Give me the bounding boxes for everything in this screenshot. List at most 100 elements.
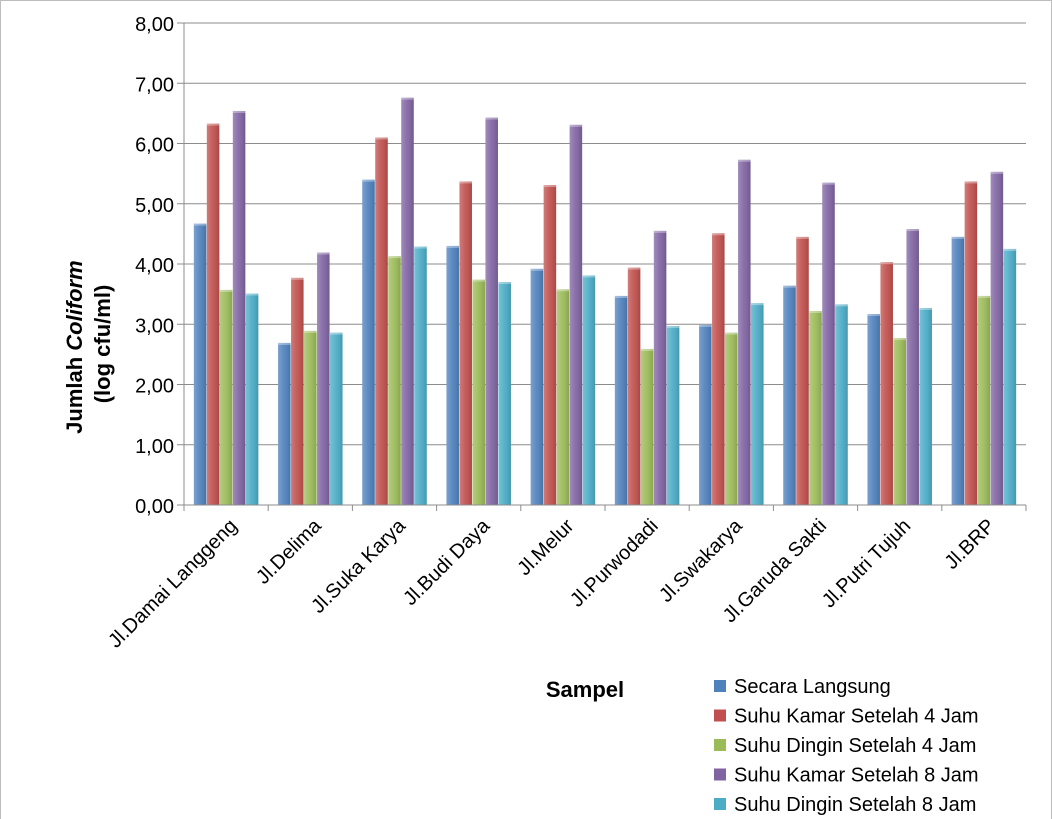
- bar-top-highlight: [194, 224, 207, 226]
- bar-top-highlight: [401, 98, 414, 100]
- bar-top-highlight: [317, 253, 330, 255]
- y-tick-label: 7,00: [135, 74, 174, 96]
- bar-top-highlight: [809, 311, 822, 313]
- bar-shading: [498, 282, 511, 505]
- bar-shading: [738, 160, 751, 505]
- bar-shading: [446, 246, 459, 505]
- bar-top-highlight: [906, 229, 919, 231]
- bar-top-highlight: [446, 246, 459, 248]
- bar-shading: [375, 137, 388, 505]
- bar-top-highlight: [498, 282, 511, 284]
- legend-swatch: [714, 680, 726, 692]
- bar-top-highlight: [459, 181, 472, 183]
- bar-top-highlight: [291, 278, 304, 280]
- bar-top-highlight: [233, 111, 246, 113]
- x-tick-label: Jl.Melur: [513, 515, 578, 580]
- bar-top-highlight: [375, 137, 388, 139]
- legend-swatch: [714, 798, 726, 810]
- y-tick-label: 8,00: [135, 14, 174, 36]
- bar-shading: [641, 349, 654, 505]
- bar-top-highlight: [654, 231, 667, 233]
- bar-top-highlight: [667, 326, 680, 328]
- legend-label: Secara Langsung: [734, 676, 891, 698]
- bar-shading: [207, 124, 220, 505]
- bar-shading: [615, 296, 628, 505]
- bar-shading: [991, 172, 1004, 505]
- bar-top-highlight: [304, 331, 317, 333]
- bar-shading: [388, 256, 401, 505]
- bar-top-highlight: [557, 289, 570, 291]
- bar-shading: [1004, 249, 1017, 505]
- bar-shading: [570, 125, 583, 505]
- bar-top-highlight: [544, 185, 557, 187]
- bar-top-highlight: [641, 349, 654, 351]
- bar-shading: [654, 231, 667, 505]
- bar-top-highlight: [867, 314, 880, 316]
- bar-shading: [330, 333, 343, 505]
- bar-top-highlight: [628, 268, 641, 270]
- bar-shading: [278, 343, 291, 505]
- legend-label: Suhu Kamar Setelah 4 Jam: [734, 706, 979, 728]
- legend-swatch: [714, 710, 726, 722]
- bar-top-highlight: [893, 338, 906, 340]
- bar-shading: [796, 237, 809, 505]
- bar-shading: [751, 303, 764, 505]
- bar-top-highlight: [207, 124, 220, 126]
- y-tick-label: 4,00: [135, 255, 174, 277]
- bar-shading: [304, 331, 317, 505]
- bar-top-highlight: [712, 233, 725, 235]
- bar-shading: [919, 308, 932, 505]
- bar-shading: [906, 229, 919, 505]
- bar-shading: [880, 262, 893, 505]
- bar-top-highlight: [738, 160, 751, 162]
- bar-shading: [867, 314, 880, 505]
- legend-label: Suhu Kamar Setelah 8 Jam: [734, 765, 979, 787]
- x-tick-label: Jl.Delima: [252, 514, 326, 588]
- y-tick-labels: 0,00 1,00 2,00 3,00 4,00 5,00 6,00 7,00 8,00: [135, 14, 174, 518]
- bar-shading: [583, 275, 596, 505]
- bar-top-highlight: [362, 180, 375, 182]
- bar-shading: [965, 181, 978, 505]
- bar-shading: [194, 224, 207, 505]
- x-tick-label: Jl.Damai Langgeng: [104, 515, 241, 652]
- bar-shading: [291, 278, 304, 505]
- bar-top-highlight: [485, 118, 498, 120]
- bar-shading: [628, 268, 641, 505]
- bar-top-highlight: [783, 286, 796, 288]
- bar-shading: [544, 185, 557, 505]
- x-axis-title: Sampel: [546, 677, 624, 702]
- bar-top-highlight: [583, 275, 596, 277]
- bars: [194, 98, 1016, 505]
- bar-top-highlight: [246, 294, 259, 296]
- bar-top-highlight: [388, 256, 401, 258]
- bar-shading: [246, 294, 259, 505]
- bar-shading: [414, 247, 427, 505]
- bar-top-highlight: [919, 308, 932, 310]
- bar-top-highlight: [725, 333, 738, 335]
- legend-label: Suhu Dingin Setelah 4 Jam: [734, 735, 976, 757]
- bar-shading: [485, 118, 498, 505]
- bar-shading: [531, 269, 544, 505]
- bar-top-highlight: [570, 125, 583, 127]
- bar-shading: [699, 325, 712, 505]
- legend-swatch: [714, 739, 726, 751]
- y-tick-label: 3,00: [135, 315, 174, 337]
- y-axis-title: Jumlah Coliform (log cfu/ml): [62, 254, 115, 434]
- y-tick-label: 0,00: [135, 496, 174, 518]
- bar-shading: [809, 311, 822, 505]
- bar-top-highlight: [835, 304, 848, 306]
- x-tick-label: Jl.BRP: [941, 515, 1000, 574]
- bar-top-highlight: [220, 290, 233, 292]
- y-tick-label: 1,00: [135, 436, 174, 458]
- bar-top-highlight: [1004, 249, 1017, 251]
- bar-top-highlight: [822, 183, 835, 185]
- bar-shading: [459, 181, 472, 505]
- bar-top-highlight: [278, 343, 291, 345]
- bar-top-highlight: [965, 181, 978, 183]
- x-tick-label: Jl.Putri Tujuh: [818, 515, 915, 612]
- bar-top-highlight: [699, 325, 712, 327]
- bar-shading: [712, 233, 725, 505]
- bar-shading: [893, 338, 906, 505]
- bar-shading: [725, 333, 738, 505]
